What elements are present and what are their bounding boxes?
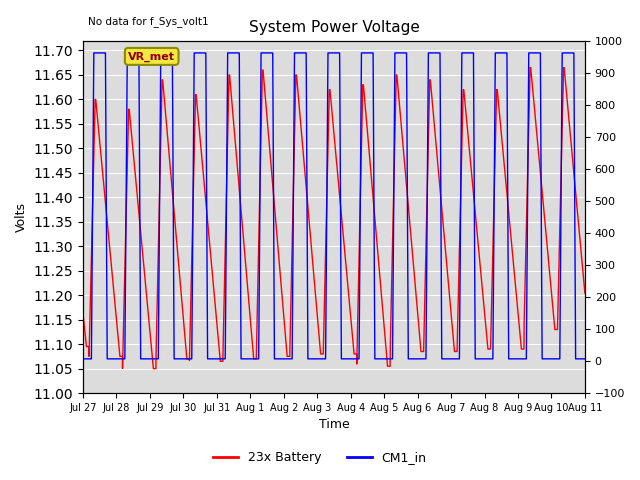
23x Battery xyxy=(268,177,276,183)
Line: CM1_in: CM1_in xyxy=(83,53,585,359)
23x Battery xyxy=(577,249,585,254)
23x Battery xyxy=(150,366,157,372)
23x Battery xyxy=(201,189,209,195)
23x Battery xyxy=(198,160,206,166)
Text: No data for f_Sys_volt1: No data for f_Sys_volt1 xyxy=(88,16,209,26)
23x Battery xyxy=(304,205,312,211)
CM1_in xyxy=(581,356,589,362)
CM1_in xyxy=(201,50,209,56)
Line: 23x Battery: 23x Battery xyxy=(83,68,585,369)
CM1_in xyxy=(577,356,585,362)
23x Battery xyxy=(196,131,204,136)
Legend: 23x Battery, CM1_in: 23x Battery, CM1_in xyxy=(208,446,432,469)
23x Battery xyxy=(526,65,534,71)
Y-axis label: Volts: Volts xyxy=(15,202,28,232)
CM1_in xyxy=(196,50,204,56)
23x Battery xyxy=(79,311,87,316)
CM1_in xyxy=(79,356,87,362)
Text: VR_met: VR_met xyxy=(128,51,175,61)
Title: System Power Voltage: System Power Voltage xyxy=(248,20,419,36)
CM1_in xyxy=(268,50,276,56)
CM1_in xyxy=(304,356,312,362)
CM1_in xyxy=(90,50,97,56)
CM1_in xyxy=(198,50,206,56)
23x Battery xyxy=(581,290,589,296)
X-axis label: Time: Time xyxy=(319,419,349,432)
